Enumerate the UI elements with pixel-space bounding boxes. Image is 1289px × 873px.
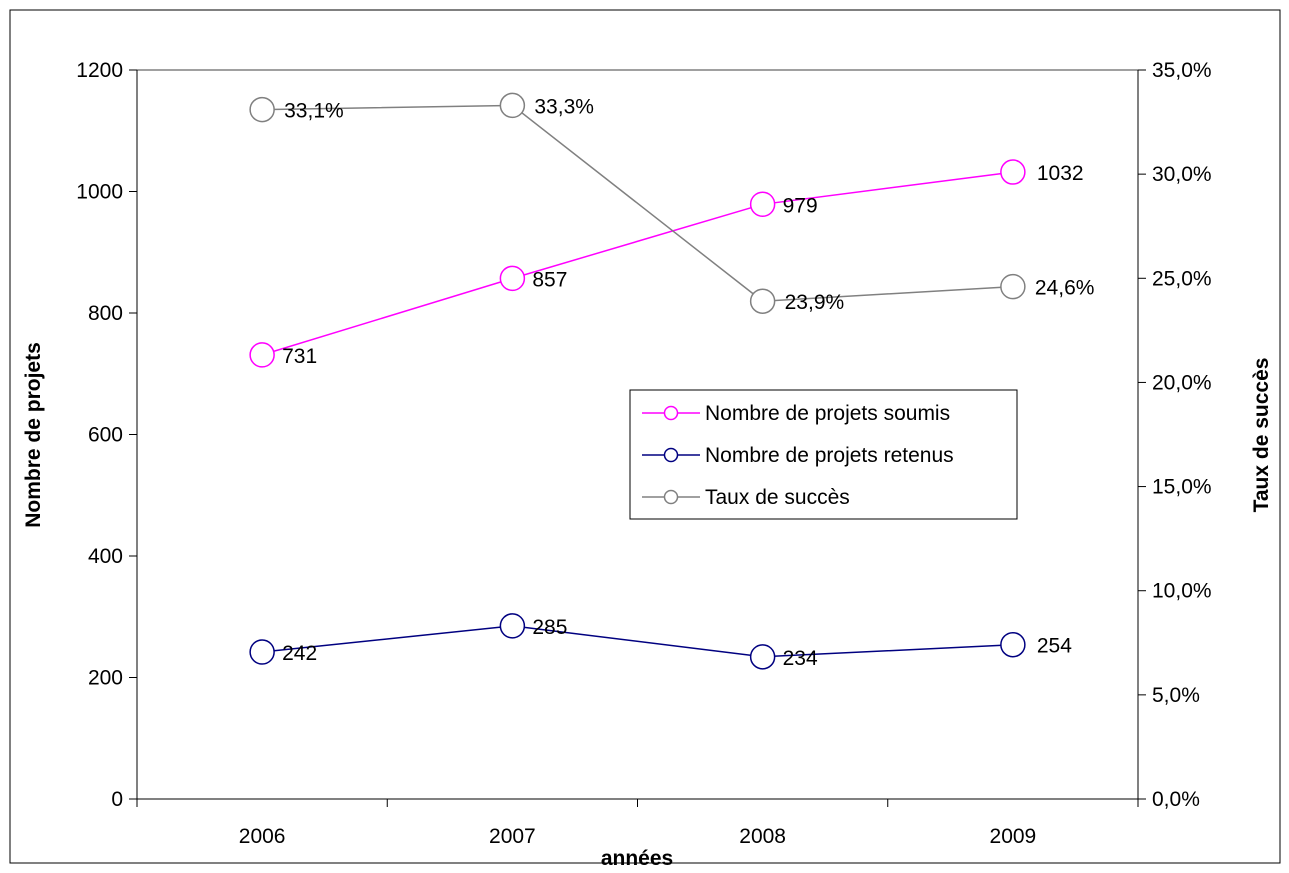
y-tick-label-left: 200 bbox=[88, 667, 123, 690]
y-tick-label-right: 20,0% bbox=[1152, 371, 1212, 394]
data-label: 285 bbox=[532, 616, 567, 639]
data-label: 857 bbox=[532, 268, 567, 291]
series-line-0 bbox=[261, 171, 1013, 356]
data-point-marker bbox=[249, 639, 275, 665]
legend-marker bbox=[663, 447, 679, 463]
y-axis-title-right: Taux de succès bbox=[1250, 358, 1273, 513]
y-tick-label-right: 0,0% bbox=[1152, 788, 1200, 811]
y-tick-label-left: 1000 bbox=[76, 181, 123, 204]
data-label: 33,1% bbox=[284, 100, 344, 123]
x-tick-label: 2009 bbox=[990, 825, 1037, 848]
data-point-marker bbox=[499, 265, 526, 292]
series-line-2 bbox=[262, 104, 1013, 302]
y-tick-label-left: 400 bbox=[88, 545, 123, 568]
x-axis-title: années bbox=[601, 847, 673, 870]
y-axis-title-left: Nombre de projets bbox=[22, 342, 45, 528]
data-point-marker bbox=[749, 191, 776, 218]
legend-label: Nombre de projets soumis bbox=[705, 402, 950, 425]
data-label: 23,9% bbox=[785, 291, 845, 314]
y-tick-label-left: 800 bbox=[88, 302, 123, 325]
y-tick-label-right: 30,0% bbox=[1152, 163, 1212, 186]
data-point-marker bbox=[1000, 159, 1026, 185]
data-point-marker bbox=[749, 644, 776, 670]
data-point-marker bbox=[249, 342, 275, 368]
data-point-marker bbox=[499, 92, 526, 119]
legend-marker bbox=[663, 405, 679, 421]
x-tick-label: 2008 bbox=[739, 825, 786, 848]
data-label: 731 bbox=[282, 345, 317, 368]
data-label: 234 bbox=[783, 647, 818, 670]
data-label: 979 bbox=[783, 194, 818, 217]
y-tick-label-right: 5,0% bbox=[1152, 684, 1200, 707]
data-label: 1032 bbox=[1037, 162, 1084, 185]
y-tick-label-right: 10,0% bbox=[1152, 580, 1212, 603]
data-point-marker bbox=[749, 288, 776, 314]
legend-label: Taux de succès bbox=[705, 486, 850, 509]
x-tick-label: 2006 bbox=[239, 825, 286, 848]
data-label: 24,6% bbox=[1035, 277, 1095, 300]
y-tick-label-left: 0 bbox=[111, 788, 123, 811]
series-line-1 bbox=[262, 625, 1013, 658]
data-point-marker bbox=[1000, 273, 1026, 300]
y-tick-label-right: 15,0% bbox=[1152, 476, 1212, 499]
data-label: 33,3% bbox=[534, 95, 594, 118]
x-tick-label: 2007 bbox=[489, 825, 536, 848]
y-tick-label-right: 35,0% bbox=[1152, 59, 1212, 82]
data-point-marker bbox=[1000, 631, 1026, 658]
data-label: 242 bbox=[282, 642, 317, 665]
legend-label: Nombre de projets retenus bbox=[705, 444, 954, 467]
data-point-marker bbox=[249, 96, 275, 123]
legend-marker bbox=[663, 489, 679, 505]
data-point-marker bbox=[499, 613, 526, 639]
y-tick-label-left: 1200 bbox=[76, 59, 123, 82]
y-tick-label-right: 25,0% bbox=[1152, 267, 1212, 290]
data-label: 254 bbox=[1037, 635, 1072, 658]
y-tick-label-left: 600 bbox=[88, 424, 123, 447]
